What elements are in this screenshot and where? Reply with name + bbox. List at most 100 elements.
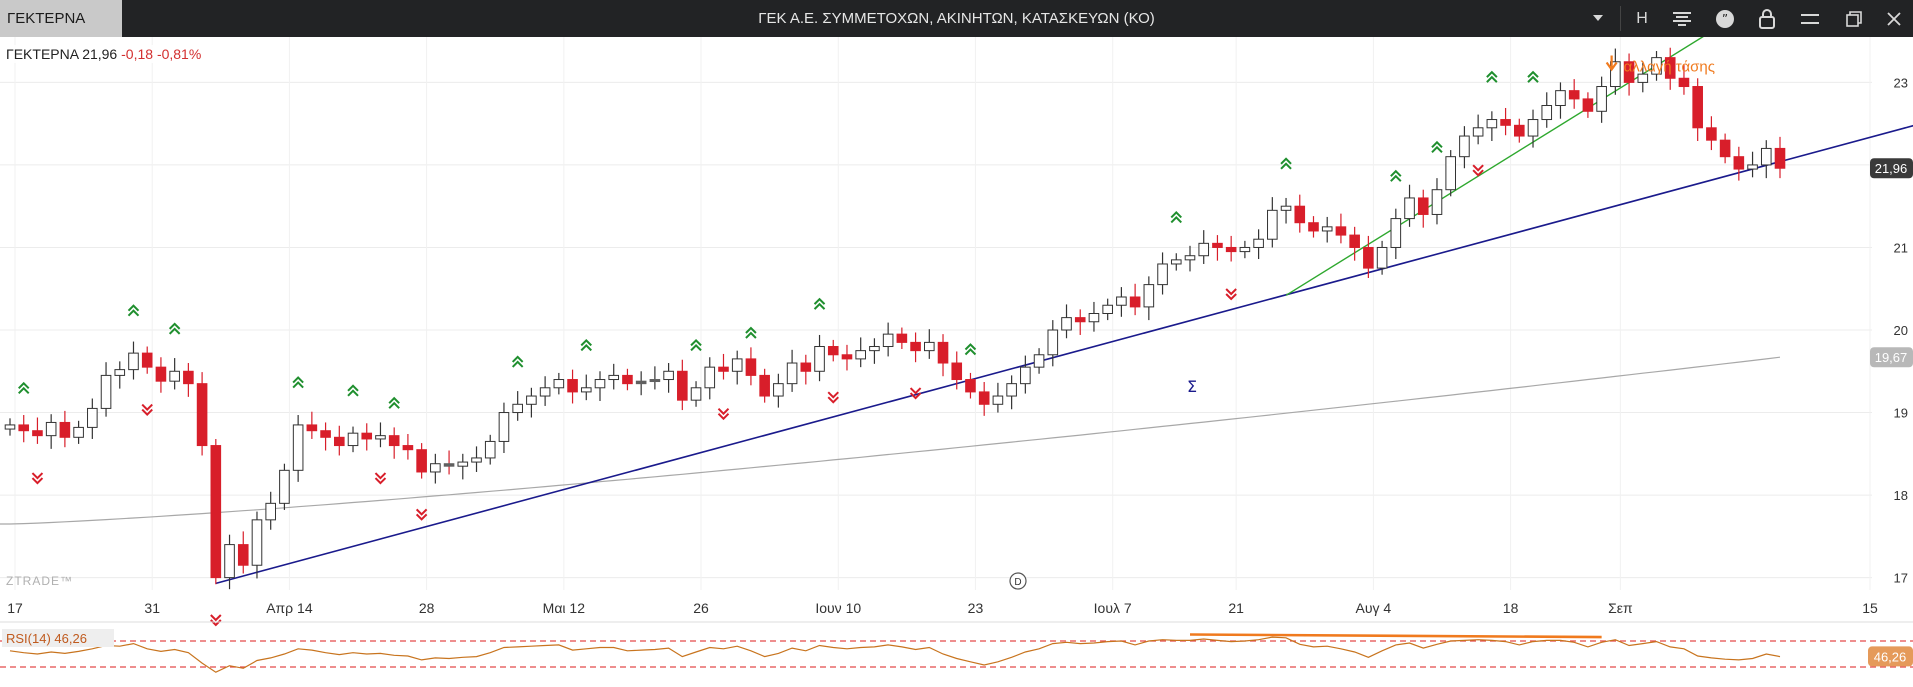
- candle: [430, 453, 441, 484]
- ma-price-badge: [1870, 347, 1913, 368]
- candle: [1061, 304, 1072, 339]
- candle: [910, 332, 921, 363]
- candle-body: [32, 430, 43, 437]
- indicators-icon[interactable]: [1664, 0, 1700, 37]
- candle-body: [800, 362, 812, 372]
- candle: [1006, 375, 1017, 410]
- candle-body: [347, 432, 359, 447]
- candle-body: [553, 379, 565, 389]
- candle-body: [1514, 124, 1525, 137]
- candle: [841, 344, 853, 371]
- signal-down-icon: [415, 508, 428, 521]
- candle: [1170, 253, 1182, 271]
- interval-button[interactable]: H: [1636, 10, 1648, 27]
- candle: [1363, 235, 1374, 279]
- candle-body: [1376, 246, 1388, 269]
- signal-up-icon: [580, 338, 592, 352]
- candle-body: [745, 358, 757, 376]
- candle: [1760, 140, 1772, 179]
- candle: [1294, 194, 1306, 233]
- candle-body: [334, 436, 345, 447]
- candle-body: [1404, 197, 1415, 220]
- candle: [553, 372, 565, 395]
- candle-body: [786, 362, 798, 385]
- candle-body: [183, 370, 194, 385]
- candle-body: [718, 366, 729, 372]
- x-tick-label: 17: [7, 600, 23, 616]
- menu-icon[interactable]: [1792, 0, 1828, 37]
- candle-body: [87, 407, 98, 428]
- candle: [1719, 133, 1731, 164]
- signal-up-icon: [1527, 70, 1539, 83]
- candle: [1500, 107, 1511, 136]
- candle-body: [1006, 383, 1017, 397]
- signal-up-icon: [168, 322, 181, 335]
- candle: [73, 420, 84, 444]
- x-tick-label: 31: [144, 600, 160, 616]
- candle: [1417, 189, 1429, 228]
- candle-body: [1020, 366, 1031, 385]
- watermark: ZTRADE™: [6, 574, 73, 588]
- candle: [731, 350, 743, 385]
- candle-body: [306, 424, 318, 432]
- candle: [141, 346, 153, 374]
- candle-body: [882, 333, 894, 348]
- quote-box: ΓΕΚΤΕΡΝΑ 21,96 -0,18 -0,81%: [4, 45, 204, 63]
- candle-body: [1760, 147, 1772, 166]
- candle: [567, 369, 578, 404]
- candle: [1033, 348, 1045, 374]
- candle-body: [1417, 197, 1429, 215]
- candle: [1074, 309, 1086, 335]
- candle-body: [1253, 238, 1264, 248]
- y-tick-label: 21: [1894, 240, 1908, 255]
- candle: [402, 434, 414, 460]
- candle: [608, 363, 620, 390]
- candle: [622, 368, 633, 391]
- candle: [1267, 197, 1278, 248]
- candle-body: [1555, 90, 1566, 107]
- signal-up-icon: [745, 326, 757, 339]
- candle: [1376, 240, 1388, 275]
- candle-body: [814, 346, 825, 372]
- candle-body: [1459, 135, 1470, 158]
- y-tick-label: 23: [1894, 75, 1908, 90]
- candle-body: [1308, 222, 1319, 232]
- last-price-label: 21,96: [1875, 161, 1908, 176]
- candle: [1568, 79, 1580, 109]
- signal-down-icon: [1472, 164, 1484, 177]
- candle: [375, 422, 386, 448]
- chevron-down-icon[interactable]: [1580, 0, 1616, 37]
- candle-body: [978, 391, 990, 405]
- candle: [1184, 245, 1196, 272]
- candle: [279, 463, 290, 510]
- candle: [224, 534, 235, 590]
- comment-icon[interactable]: ”: [1707, 0, 1743, 37]
- ma-price-label: 19,67: [1875, 350, 1908, 365]
- candle-body: [855, 350, 866, 360]
- candle-body: [265, 502, 277, 521]
- ticker-tab[interactable]: ΓΕΚΤΕΡΝΑ: [0, 0, 122, 37]
- close-icon[interactable]: [1876, 0, 1912, 37]
- annotation-text: αλλαγή τάσης: [1624, 59, 1715, 76]
- candle-body: [279, 469, 290, 504]
- signal-up-icon: [1170, 211, 1182, 224]
- candle-body: [471, 457, 482, 463]
- x-tick-label: Ιουν 10: [815, 600, 861, 616]
- candle: [526, 387, 537, 418]
- candle: [951, 351, 963, 390]
- candle-body: [1431, 189, 1443, 215]
- lock-icon[interactable]: [1749, 0, 1785, 37]
- candle: [649, 366, 661, 390]
- candle-body: [1527, 119, 1539, 137]
- candle: [1637, 62, 1649, 93]
- candle: [155, 357, 167, 393]
- restore-window-icon[interactable]: [1836, 0, 1872, 37]
- candle-body: [512, 403, 523, 414]
- candle-body: [1774, 147, 1786, 169]
- signal-down-icon: [210, 614, 222, 627]
- candle: [416, 443, 427, 479]
- candle-body: [1143, 284, 1155, 308]
- candle: [1308, 216, 1319, 238]
- candle: [443, 450, 455, 475]
